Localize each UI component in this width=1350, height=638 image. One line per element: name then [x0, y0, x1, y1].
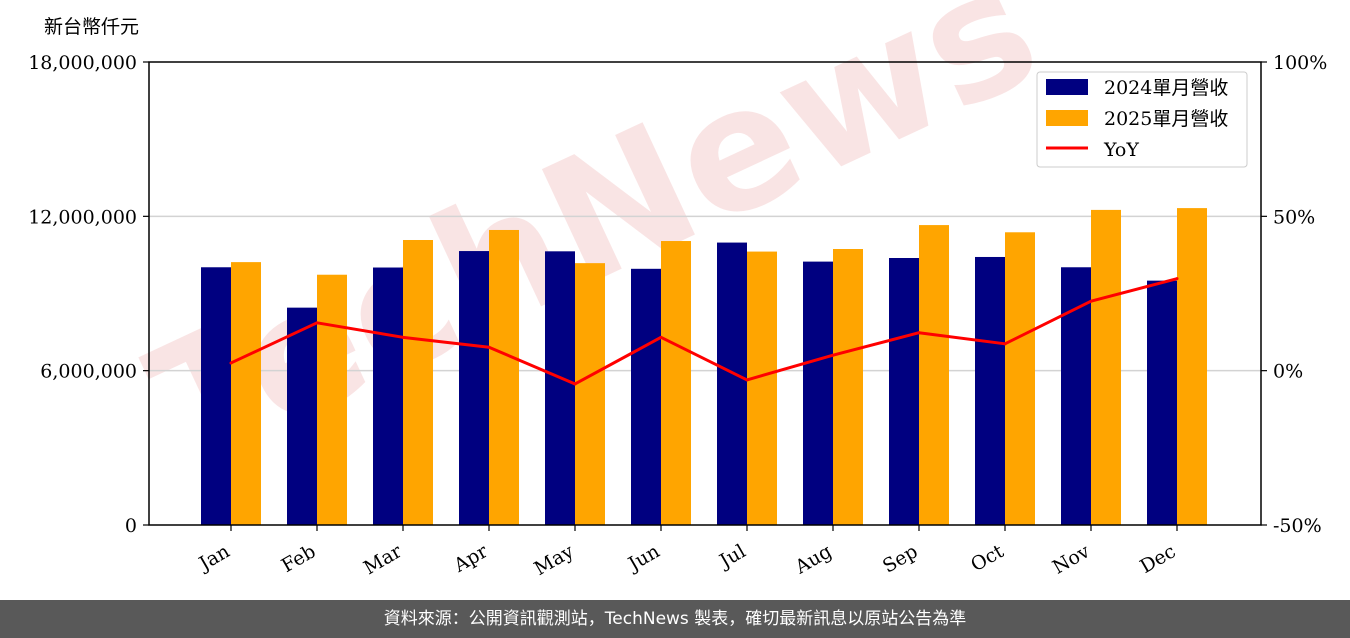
y-right-tick-label: 0% — [1273, 361, 1303, 383]
y-right-tick-label: -50% — [1273, 515, 1322, 537]
bar-2024 — [201, 267, 231, 525]
legend-label-2024: 2024單月營收 — [1104, 77, 1228, 99]
revenue-chart: TechNews 06,000,00012,000,00018,000,000-… — [28, 0, 1327, 580]
plot-frame — [148, 61, 1262, 526]
x-tick-label: May — [531, 540, 578, 580]
yoy-point — [831, 353, 835, 357]
y-left-tick-label: 6,000,000 — [40, 361, 137, 383]
bar-2025 — [747, 251, 777, 525]
x-tick-label: Dec — [1136, 540, 1179, 578]
bar-2024 — [287, 307, 317, 525]
yoy-line — [230, 277, 1178, 386]
bar-2025 — [575, 263, 605, 525]
yoy-point — [401, 335, 405, 339]
y-left-tick-label: 12,000,000 — [28, 206, 137, 228]
bar-2025 — [661, 241, 691, 525]
legend-box — [1036, 71, 1248, 168]
bar-2024 — [803, 261, 833, 525]
bar-2025 — [403, 239, 433, 525]
yoy-point — [487, 345, 491, 349]
bar-2024 — [1061, 267, 1091, 525]
yoy-point — [917, 331, 921, 335]
legend-swatch-2025 — [1046, 110, 1088, 126]
x-tick-label: Mar — [360, 540, 406, 579]
x-tick-label: Jan — [194, 540, 234, 576]
bar-2024 — [717, 242, 747, 525]
y-right-tick-label: 50% — [1273, 206, 1315, 228]
yoy-point — [229, 361, 233, 365]
bar-2025 — [1005, 232, 1035, 525]
yoy-point — [1003, 342, 1007, 346]
bar-2025 — [317, 274, 347, 525]
bar-2024 — [459, 251, 489, 525]
x-tick-label: Oct — [967, 540, 1008, 576]
y-right-tick-label: 100% — [1273, 52, 1327, 74]
legend-label-2025: 2025單月營收 — [1104, 108, 1228, 130]
bar-2024 — [631, 268, 661, 525]
y-unit-label: 新台幣仟元 — [44, 16, 139, 38]
x-tick-label: Sep — [879, 540, 922, 577]
bar-2024 — [373, 267, 403, 525]
yoy-point — [745, 378, 749, 382]
x-tick-label: Jun — [623, 540, 664, 576]
bar-2025 — [231, 262, 261, 525]
bar-2024 — [545, 251, 575, 525]
yoy-point — [315, 321, 319, 325]
source-footer: 資料來源：公開資訊觀測站，TechNews 製表，確切最新訊息以原站公告為準 — [0, 600, 1350, 638]
y-left-tick-label: 0 — [125, 515, 137, 537]
yoy-point — [659, 335, 663, 339]
bar-2024 — [975, 256, 1005, 525]
yoy-point — [1175, 277, 1179, 281]
bar-2024 — [889, 258, 919, 525]
yoy-point — [1089, 299, 1093, 303]
bars — [201, 208, 1207, 525]
bar-2025 — [489, 229, 519, 525]
yoy-line-layer — [229, 277, 1179, 386]
bar-2024 — [1147, 280, 1177, 525]
x-tick-label: Feb — [278, 540, 320, 577]
yoy-point — [573, 382, 577, 386]
y-left-tick-label: 18,000,000 — [28, 52, 137, 74]
bar-2025 — [919, 225, 949, 525]
legend-label-yoy: YoY — [1103, 139, 1139, 161]
x-tick-label: Jul — [714, 540, 749, 573]
x-tick-label: Aug — [791, 540, 836, 579]
x-tick-label: Apr — [449, 540, 492, 577]
legend-swatch-2024 — [1046, 79, 1088, 95]
x-tick-label: Nov — [1049, 540, 1094, 579]
legend: 2024單月營收 2025單月營收 YoY — [1036, 71, 1248, 168]
bar-2025 — [833, 249, 863, 525]
bar-2025 — [1177, 208, 1207, 525]
bar-2025 — [1091, 209, 1121, 525]
